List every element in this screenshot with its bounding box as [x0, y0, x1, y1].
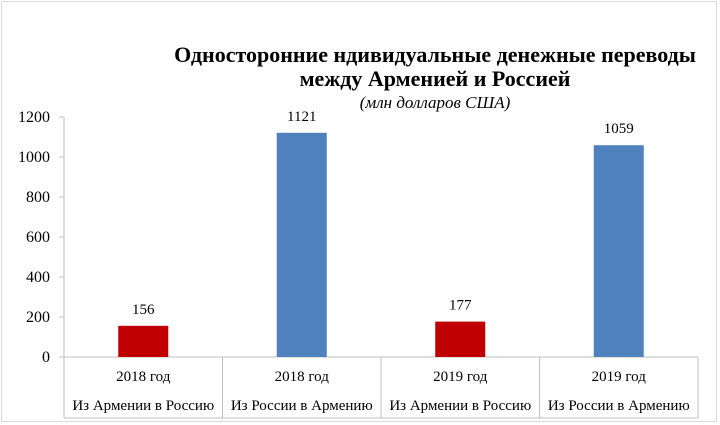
x-tick-label-direction: Из Армении в Россию: [72, 398, 214, 414]
y-tick-label: 1000: [18, 149, 50, 166]
x-tick-label-direction: Из Армении в Россию: [389, 398, 531, 414]
data-label: 1059: [604, 121, 634, 137]
chart-subtitle: (млн долларов США): [359, 93, 511, 112]
data-label: 156: [132, 302, 155, 318]
chart-title-line1: Односторонние ндивидуальные денежные пер…: [174, 42, 696, 67]
bar: [435, 321, 486, 357]
x-tick-label-direction: Из России в Армению: [548, 398, 690, 414]
x-tick-label-year: 2019 год: [433, 369, 488, 385]
data-label: 177: [449, 298, 472, 314]
y-tick-label: 400: [26, 269, 50, 286]
y-tick-label: 800: [26, 189, 50, 206]
x-tick-label-year: 2018 год: [116, 369, 171, 385]
y-tick-label: 200: [26, 309, 50, 326]
x-tick-label-direction: Из России в Армению: [231, 398, 373, 414]
y-tick-label: 600: [26, 229, 50, 246]
bar: [276, 132, 327, 357]
bar: [593, 145, 644, 357]
data-label: 1121: [287, 109, 316, 125]
chart-title-line2: между Арменией и Россией: [299, 66, 571, 91]
y-tick-label: 1200: [18, 109, 50, 126]
bar: [118, 325, 169, 357]
y-tick-label: 0: [42, 349, 50, 366]
x-tick-label-year: 2019 год: [592, 369, 647, 385]
x-tick-label-year: 2018 год: [275, 369, 330, 385]
